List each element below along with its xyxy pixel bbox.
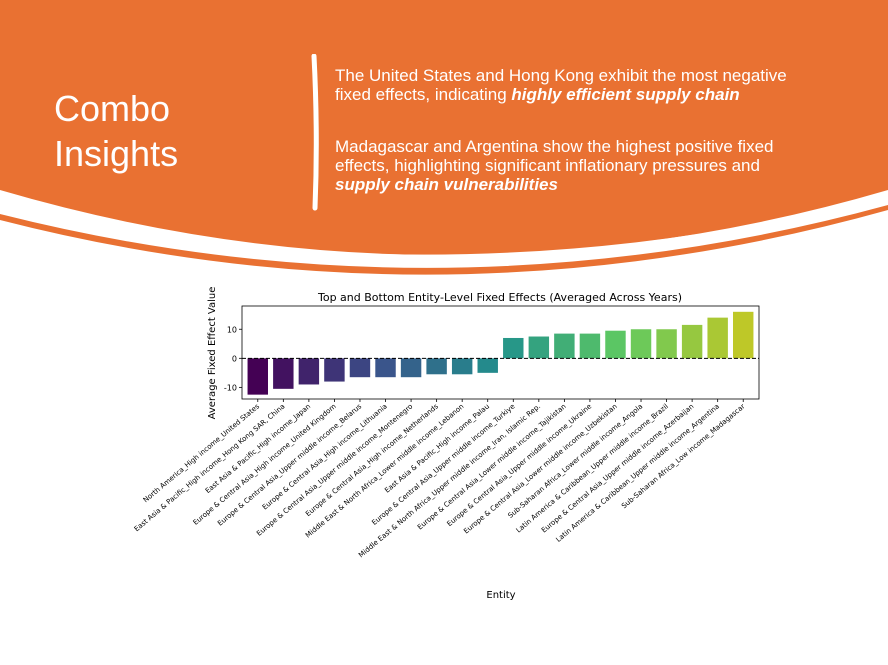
plot-area: North America_High income_United StatesE… [133, 311, 759, 559]
bar [247, 358, 268, 395]
bar [630, 329, 652, 359]
bar [426, 358, 447, 375]
bar [579, 333, 601, 359]
x-axis-label: Entity [486, 590, 515, 601]
slide-title-line-1: Combo [54, 88, 171, 129]
bar [375, 358, 396, 378]
bar [707, 317, 728, 359]
chart-title: Top and Bottom Entity-Level Fixed Effect… [317, 291, 682, 304]
bar [400, 358, 422, 378]
fixed-effects-bar-chart: Top and Bottom Entity-Level Fixed Effect… [133, 287, 760, 601]
plot-frame [241, 305, 760, 400]
bar [554, 333, 575, 359]
bar [451, 358, 473, 375]
bar [298, 358, 320, 385]
y-tick-label: 0 [232, 354, 237, 363]
bar [528, 336, 550, 359]
bar [733, 311, 754, 359]
insight-paragraph-2: Madagascar and Argentina show the highes… [335, 137, 815, 194]
x-tick-label: North America_High income_United States [142, 402, 262, 504]
insight-paragraph-1: The United States and Hong Kong exhibit … [335, 66, 815, 104]
bar [681, 324, 703, 359]
header-orange-underline [0, 205, 888, 275]
bar [324, 358, 345, 382]
bar [273, 358, 294, 389]
y-tick-label: 10 [227, 325, 237, 334]
header-orange-shape [0, 0, 888, 255]
bar [605, 330, 626, 359]
y-axis-label: Average Fixed Effect Value [207, 287, 218, 420]
bar [503, 337, 524, 359]
insight-1-text: The United States and Hong Kong exhibit … [335, 66, 787, 104]
insight-2-emphasis: supply chain vulnerabilities [335, 175, 558, 194]
bar [349, 358, 371, 378]
vertical-divider [311, 54, 319, 211]
slide-title: Combo Insights [54, 86, 284, 176]
header-background [0, 0, 888, 275]
slide-title-line-2: Insights [54, 133, 179, 174]
y-tick-label: -10 [224, 383, 237, 392]
bar [477, 358, 498, 373]
insight-1-emphasis: highly efficient supply chain [511, 85, 740, 104]
bar [656, 329, 677, 359]
insight-2-text: Madagascar and Argentina show the highes… [335, 137, 774, 175]
